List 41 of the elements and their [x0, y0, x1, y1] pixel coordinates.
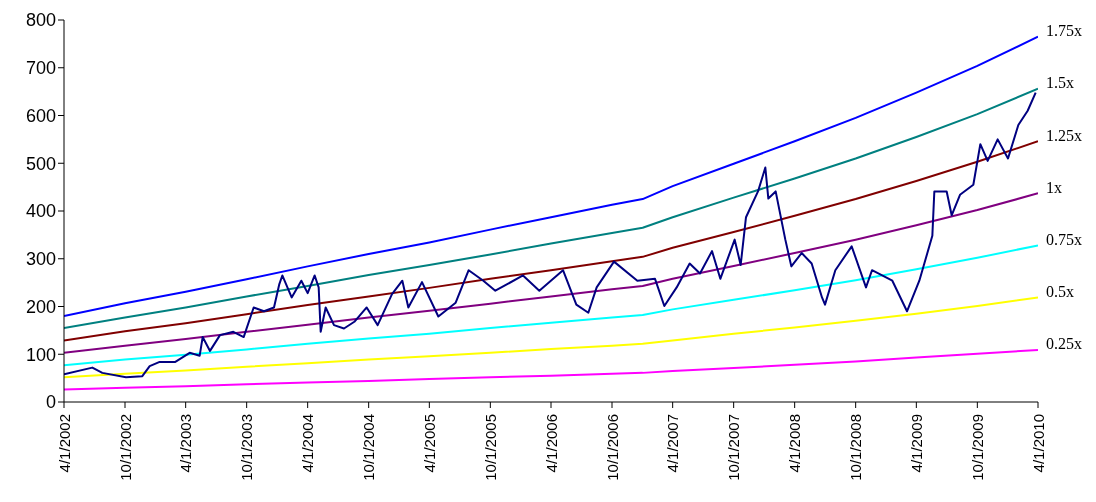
- x-tick-label: 10/1/2009: [968, 414, 986, 481]
- x-tick-label: 10/1/2008: [847, 414, 865, 481]
- x-tick-label: 4/1/2004: [299, 414, 317, 473]
- y-tick-label: 200: [25, 296, 56, 317]
- series-label: 0.25x: [1046, 335, 1082, 353]
- y-tick-label: 400: [25, 201, 56, 222]
- x-tick-label: 4/1/2005: [420, 414, 438, 473]
- y-tick-label: 100: [25, 344, 56, 365]
- x-tick-label: 4/1/2002: [55, 414, 73, 473]
- x-tick-label: 4/1/2008: [786, 414, 804, 473]
- series-label: 0.75x: [1046, 230, 1082, 248]
- y-tick-label: 600: [25, 105, 56, 126]
- series-label: 1.75x: [1046, 22, 1082, 40]
- line-series: [64, 296, 1038, 379]
- x-tick-label: 10/1/2002: [116, 414, 134, 481]
- line-series: [64, 35, 1038, 318]
- series-label: 1.5x: [1046, 74, 1074, 92]
- x-tick-label: 10/1/2003: [238, 414, 256, 481]
- y-tick-label: 0: [45, 392, 56, 413]
- x-tick-label: 4/1/2010: [1029, 414, 1047, 473]
- line-series: [64, 140, 1038, 342]
- x-tick-label: 4/1/2009: [907, 414, 925, 473]
- x-tick-label: 10/1/2005: [481, 414, 499, 481]
- x-tick-label: 4/1/2006: [542, 414, 560, 473]
- x-tick-label: 4/1/2007: [664, 414, 682, 473]
- line-series: [64, 192, 1038, 354]
- x-tick-label: 10/1/2006: [603, 414, 621, 481]
- x-tick-label: 10/1/2004: [360, 414, 378, 481]
- line-series: [64, 91, 1037, 379]
- x-tick-label: 10/1/2007: [725, 414, 743, 481]
- series-label: 0.5x: [1046, 282, 1074, 300]
- line-series: [64, 244, 1038, 367]
- y-tick-label: 500: [25, 153, 56, 174]
- y-tick-label: 800: [25, 10, 56, 31]
- line-series: [64, 348, 1038, 391]
- y-tick-label: 300: [25, 249, 56, 270]
- series-label: 1.25x: [1046, 126, 1082, 144]
- line-series: [64, 87, 1038, 329]
- series-label: 1x: [1046, 178, 1062, 196]
- x-tick-label: 4/1/2003: [177, 414, 195, 473]
- y-tick-label: 700: [25, 58, 56, 79]
